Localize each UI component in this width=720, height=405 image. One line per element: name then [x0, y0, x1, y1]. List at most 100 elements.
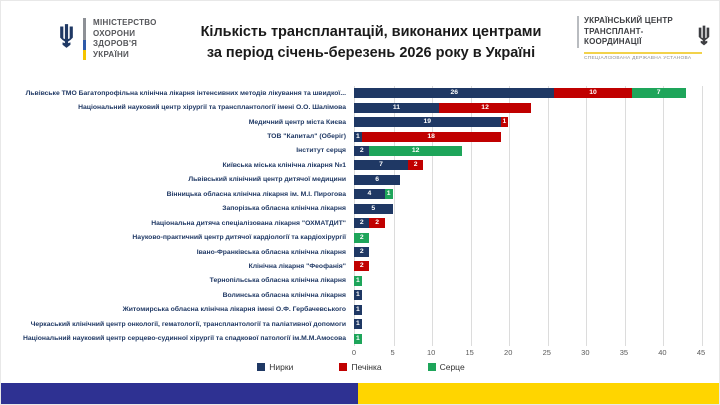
chart-row: Клінічна лікарня "Феофанія" 2 [1, 259, 719, 273]
stacked-bar: 1 [354, 275, 362, 286]
category-label: Національна дитяча спеціалізована лікарн… [151, 219, 346, 227]
logo-caption: СПЕЦІАЛІЗОВАНА ДЕРЖАВНА УСТАНОВА [584, 55, 692, 61]
bar-segment-печінка: 12 [438, 102, 532, 113]
bar-value-label: 2 [359, 233, 364, 241]
bar-value-label: 1 [386, 190, 391, 198]
gridline [509, 86, 511, 346]
bar-value-label: 2 [359, 219, 364, 227]
moz-line-3: ЗДОРОВ'Я [93, 39, 138, 48]
bar-segment-серце: 1 [354, 333, 362, 344]
category-label: Науково-практичний центр дитячої кардіол… [132, 234, 346, 242]
transplant-bar-chart: Львівське ТМО Багатопрофільна клінічна л… [1, 86, 719, 363]
gridline [586, 86, 588, 346]
bar-segment-печінка: 2 [407, 160, 424, 171]
legend-item-печінка: Печінка [339, 362, 382, 372]
gridline [470, 86, 472, 346]
bar-value-label: 19 [423, 118, 432, 126]
category-label: Івано-Франківська обласна клінічна лікар… [196, 248, 346, 256]
bar-segment-нирки: 5 [354, 203, 393, 214]
bar-value-label: 2 [413, 161, 418, 169]
bar-segment-нирки: 1 [354, 290, 362, 301]
bar-segment-печінка: 18 [361, 131, 501, 142]
bar-value-label: 7 [656, 89, 661, 97]
stacked-bar: 26 10 7 [354, 88, 686, 99]
x-axis: 0 5 10 15 20 25 30 35 40 45 [1, 348, 719, 360]
bar-segment-нирки: 26 [354, 88, 555, 99]
chart-row: Волинська обласна клінічна лікарня 1 [1, 288, 719, 302]
chart-title: Кількість трансплантацій, виконаних цент… [176, 22, 566, 64]
chart-row: Житомирська обласна клінічна лікарня іме… [1, 303, 719, 317]
uctc-line-2: ТРАНСПЛАНТ- [584, 26, 644, 36]
bar-segment-нирки: 1 [354, 304, 362, 315]
category-label: Черкаський клінічний центр онкології, ге… [30, 320, 346, 328]
bar-segment-нирки: 2 [354, 247, 370, 258]
category-label: Київська міська клінічна лікарня №1 [222, 161, 346, 169]
bar-segment-нирки: 7 [354, 160, 408, 171]
ukraine-flag-strip [1, 383, 719, 404]
x-tick-label: 20 [504, 348, 513, 357]
bar-value-label: 2 [359, 146, 364, 154]
bar-value-label: 2 [359, 262, 364, 270]
title-line-2: за період січень-березень 2026 року в Ук… [206, 45, 536, 61]
bar-value-label: 12 [481, 103, 489, 111]
bar-value-label: 1 [355, 320, 360, 328]
category-label: Інститут серця [296, 147, 346, 155]
logo-divider [83, 18, 86, 61]
x-tick-label: 15 [465, 348, 474, 357]
bar-value-label: 12 [411, 146, 420, 154]
bar-segment-серце: 7 [631, 88, 686, 99]
category-label: Житомирська обласна клінічна лікарня іме… [122, 306, 346, 314]
bar-segment-печінка: 2 [354, 261, 370, 272]
trident-icon [698, 25, 710, 46]
bar-value-label: 6 [375, 175, 380, 183]
chart-row: Тернопільська обласна клінічна лікарня 1 [1, 274, 719, 288]
bar-segment-печінка: 10 [554, 88, 632, 99]
category-label: Медичний центр міста Києва [248, 118, 346, 126]
legend-swatch [339, 363, 348, 371]
bar-value-label: 2 [375, 219, 380, 227]
chart-row: Київська міська клінічна лікарня №1 7 2 [1, 158, 719, 172]
chart-row: Науково-практичний центр дитячої кардіол… [1, 230, 719, 244]
bar-segment-нирки: 1 [354, 319, 362, 330]
gridline [663, 86, 665, 346]
moz-line-4: УКРАЇНИ [93, 49, 130, 59]
category-label: Волинська обласна клінічна лікарня [222, 291, 346, 299]
uctc-line-3: КООРДИНАЦІЇ [584, 37, 642, 46]
bar-value-label: 1 [355, 276, 360, 284]
legend-item-серце: Серце [427, 362, 465, 372]
chart-row: Вінницька обласна клінічна лікарня ім. М… [1, 187, 719, 201]
bar-value-label: 5 [371, 204, 376, 212]
bar-segment-серце: 1 [354, 275, 362, 286]
chart-row: Івано-Франківська обласна клінічна лікар… [1, 245, 719, 259]
stacked-bar: 2 12 [354, 145, 462, 156]
gridline [547, 86, 549, 346]
bar-segment-нирки: 19 [354, 117, 501, 128]
bar-segment-нирки: 2 [354, 218, 370, 229]
x-tick-label: 25 [542, 348, 551, 357]
chart-row: Медичний центр міста Києва 19 1 [1, 115, 719, 129]
category-label: Вінницька обласна клінічна лікарня ім. М… [166, 190, 346, 198]
moz-line-2: ОХОРОНИ [93, 28, 136, 38]
chart-row: Національна дитяча спеціалізована лікарн… [1, 216, 719, 230]
category-label: Львівський клінічний центр дитячої медиц… [188, 176, 346, 184]
stacked-bar: 1 [354, 304, 362, 315]
x-tick-label: 40 [658, 348, 667, 357]
bar-segment-нирки: 1 [354, 131, 362, 142]
x-tick-label: 35 [619, 348, 629, 357]
bar-value-label: 1 [355, 132, 360, 140]
legend-item-нирки: Нирки [257, 362, 293, 372]
chart-row: Національний науковий центр серцево-суди… [1, 331, 719, 345]
chart-row: Черкаський клінічний центр онкології, ге… [1, 317, 719, 331]
x-tick-label: 0 [351, 348, 357, 357]
bar-segment-серце: 1 [384, 189, 393, 200]
category-label: Запорізька обласна клінічна лікарня [222, 205, 346, 213]
stacked-bar: 2 [354, 261, 370, 272]
x-tick-label: 10 [426, 348, 436, 357]
stacked-bar: 19 1 [354, 117, 509, 128]
bar-value-label: 1 [355, 305, 360, 313]
chart-row: Національний науковий центр хірургії та … [1, 100, 719, 114]
title-line-1: Кількість трансплантацій, виконаних цент… [200, 24, 542, 40]
trident-icon [60, 24, 73, 48]
